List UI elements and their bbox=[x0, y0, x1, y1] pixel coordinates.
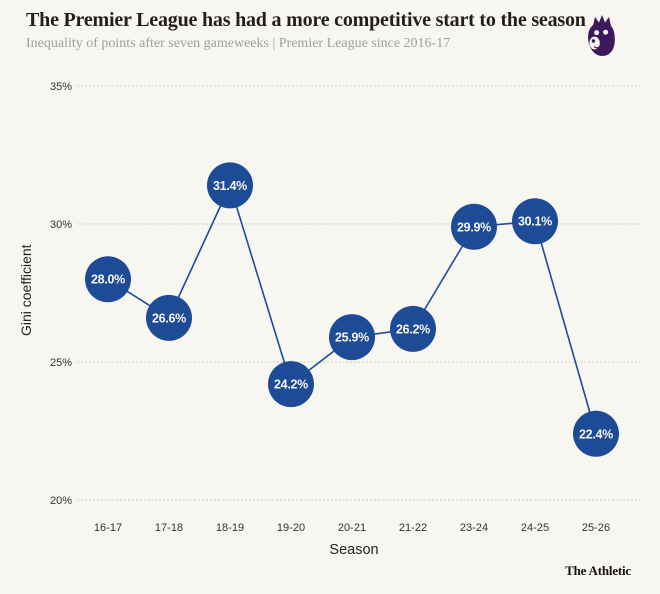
point-label-21-22: 26.2% bbox=[396, 322, 430, 336]
point-label-20-21: 25.9% bbox=[335, 331, 369, 345]
x-tick-label-20-21: 20-21 bbox=[338, 522, 366, 534]
chart-title: The Premier League has had a more compet… bbox=[26, 9, 586, 31]
data-point-21-22 bbox=[390, 305, 436, 352]
point-label-18-19: 31.4% bbox=[213, 179, 247, 193]
point-label-25-26: 22.4% bbox=[579, 427, 613, 441]
lion-icon bbox=[588, 15, 615, 56]
x-axis-title: Season bbox=[329, 542, 378, 558]
x-tick-label-23-24: 23-24 bbox=[460, 522, 488, 534]
chart-subtitle: Inequality of points after seven gamewee… bbox=[26, 36, 451, 51]
point-label-17-18: 26.6% bbox=[152, 311, 186, 325]
x-tick-label-25-26: 25-26 bbox=[582, 522, 610, 534]
data-point-24-25 bbox=[512, 198, 558, 245]
y-tick-label-20: 20% bbox=[50, 495, 72, 507]
point-label-23-24: 29.9% bbox=[457, 220, 491, 234]
data-point-25-26 bbox=[573, 410, 619, 457]
x-tick-label-18-19: 18-19 bbox=[216, 522, 244, 534]
y-axis-title: Gini coefficient bbox=[18, 244, 34, 336]
x-tick-label-24-25: 24-25 bbox=[521, 522, 549, 534]
data-point-19-20 bbox=[268, 361, 314, 408]
data-point-23-24 bbox=[451, 203, 497, 250]
y-tick-label-25: 25% bbox=[50, 357, 72, 369]
y-tick-label-35: 35% bbox=[50, 81, 72, 93]
brand-wordmark: The Athletic bbox=[565, 563, 631, 578]
y-tick-label-30: 30% bbox=[50, 219, 72, 231]
x-tick-label-21-22: 21-22 bbox=[399, 522, 427, 534]
point-label-19-20: 24.2% bbox=[274, 378, 308, 392]
point-label-16-17: 28.0% bbox=[91, 273, 125, 287]
data-point-16-17 bbox=[85, 256, 131, 303]
x-tick-label-19-20: 19-20 bbox=[277, 522, 305, 534]
point-label-24-25: 30.1% bbox=[518, 215, 552, 229]
x-tick-label-17-18: 17-18 bbox=[155, 522, 183, 534]
data-point-18-19 bbox=[207, 162, 253, 209]
x-tick-label-16-17: 16-17 bbox=[94, 522, 122, 534]
premier-league-logo bbox=[588, 15, 615, 56]
data-point-20-21 bbox=[329, 314, 375, 361]
data-point-17-18 bbox=[146, 294, 192, 341]
